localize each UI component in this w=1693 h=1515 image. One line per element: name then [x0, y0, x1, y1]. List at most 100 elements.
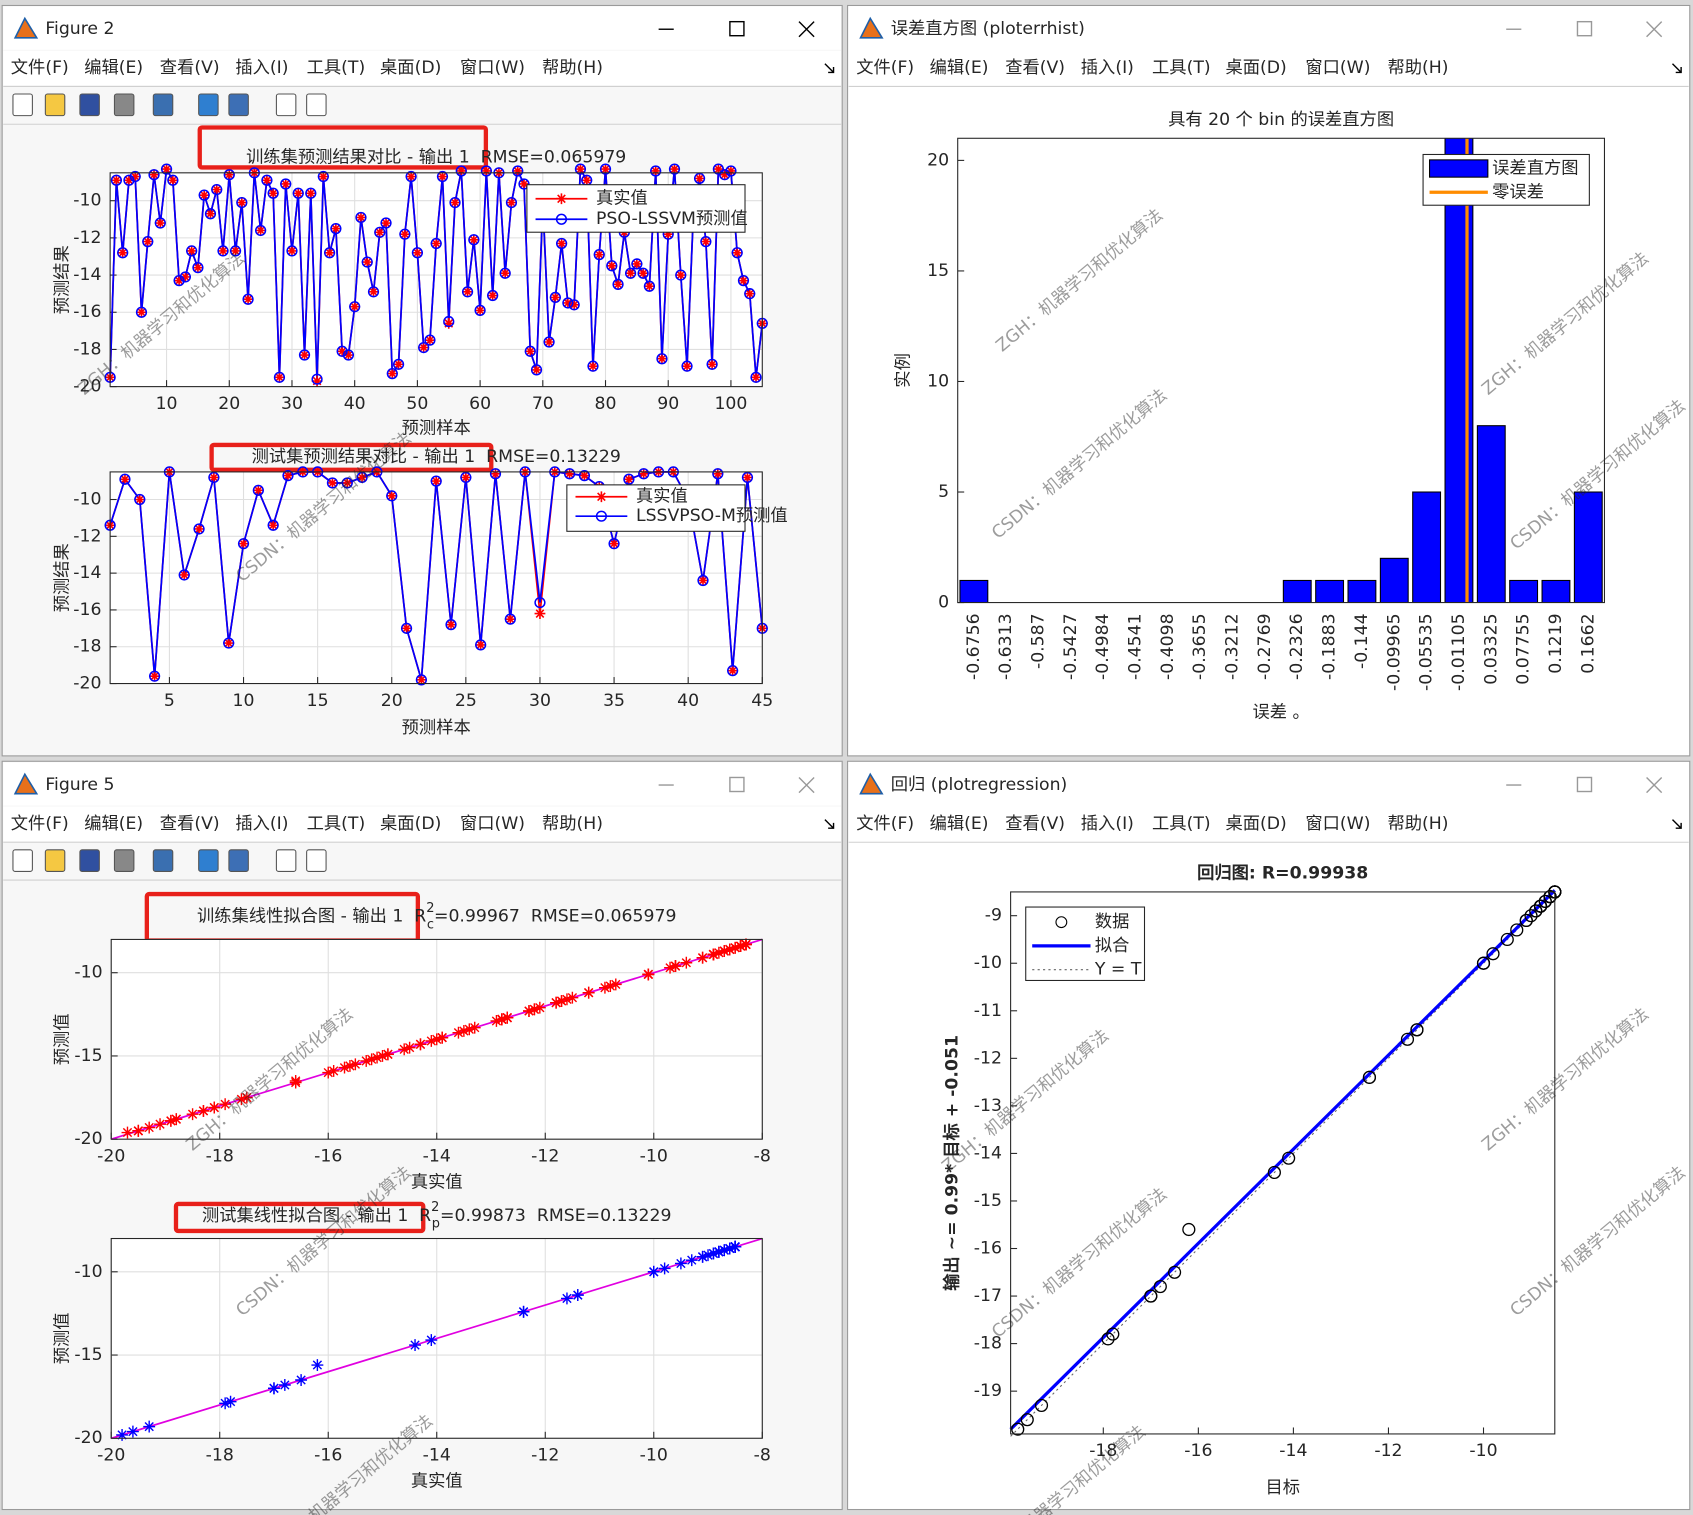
- point-marker: [685, 1254, 698, 1267]
- toolbar-icon[interactable]: [12, 93, 33, 117]
- menu-item[interactable]: 桌面(D): [1225, 58, 1286, 78]
- menu-item[interactable]: 窗口(W): [1305, 58, 1370, 78]
- point-marker: [211, 183, 223, 196]
- menu-item[interactable]: 窗口(W): [460, 814, 525, 834]
- menu-item[interactable]: 插入(I): [1081, 814, 1134, 834]
- toolbar-icon[interactable]: [275, 849, 297, 872]
- data-point: [1519, 913, 1533, 928]
- menu-item[interactable]: 插入(I): [235, 814, 288, 834]
- point-marker: [668, 163, 681, 175]
- menu-item[interactable]: 工具(T): [1152, 814, 1211, 834]
- menu-item[interactable]: 桌面(D): [1225, 814, 1286, 834]
- point-marker: [223, 637, 235, 649]
- point-marker: [561, 1292, 573, 1305]
- menu-item[interactable]: 工具(T): [307, 58, 366, 78]
- point-marker: [411, 247, 424, 259]
- menu-item[interactable]: 工具(T): [307, 814, 366, 834]
- menu-item[interactable]: 编辑(E): [84, 58, 143, 78]
- menu-item[interactable]: 编辑(E): [84, 814, 143, 834]
- maximize-button[interactable]: [729, 776, 745, 793]
- menu-item[interactable]: 文件(F): [11, 814, 69, 834]
- toolbar-icon[interactable]: [198, 849, 219, 872]
- close-button[interactable]: [1646, 21, 1663, 38]
- point-marker: [167, 174, 179, 186]
- toolbar-icon[interactable]: [228, 93, 249, 117]
- toolbar-icon[interactable]: [152, 849, 174, 872]
- menu-item[interactable]: 帮助(H): [1387, 58, 1448, 78]
- point-marker: [517, 1305, 530, 1318]
- menu-item[interactable]: 文件(F): [11, 58, 69, 78]
- menu-item[interactable]: 帮助(H): [542, 58, 603, 78]
- maximize-button[interactable]: [1576, 20, 1593, 37]
- menu-item[interactable]: 桌面(D): [380, 814, 441, 834]
- menu-item[interactable]: 查看(V): [1005, 58, 1065, 78]
- chart-title: 测试集预测结果对比 - 输出 1 RMSE=0.13229: [252, 447, 621, 467]
- point-marker: [355, 212, 367, 223]
- toolbar-icon[interactable]: [79, 93, 100, 117]
- menu-item[interactable]: 帮助(H): [542, 814, 603, 834]
- point-marker: [403, 1041, 416, 1054]
- menu-item[interactable]: 文件(F): [856, 58, 914, 78]
- dock-arrow[interactable]: [1671, 819, 1682, 829]
- dock-arrow[interactable]: [824, 819, 835, 829]
- toolbar-icon[interactable]: [306, 93, 327, 117]
- menu-item[interactable]: 查看(V): [160, 814, 220, 834]
- point-marker: [556, 238, 568, 249]
- menu-item[interactable]: 窗口(W): [1305, 814, 1370, 834]
- close-button[interactable]: [1646, 776, 1663, 794]
- point-marker: [123, 174, 135, 186]
- menu-bar: [3, 806, 842, 842]
- toolbar-icon[interactable]: [12, 849, 33, 872]
- dock-arrow[interactable]: [1671, 63, 1682, 74]
- point-marker: [562, 297, 574, 309]
- menu-item[interactable]: 查看(V): [1005, 814, 1065, 834]
- menu-item[interactable]: 编辑(E): [930, 58, 989, 78]
- point-marker: [179, 271, 191, 283]
- point-marker: [474, 304, 486, 317]
- y-tick-label: -20: [73, 674, 101, 694]
- toolbar-icon[interactable]: [44, 849, 66, 872]
- menu-item[interactable]: 工具(T): [1152, 58, 1211, 78]
- toolbar-icon[interactable]: [79, 849, 100, 872]
- toolbar-icon[interactable]: [44, 93, 66, 117]
- menu-item[interactable]: 窗口(W): [460, 58, 525, 78]
- toolbar-icon[interactable]: [152, 93, 174, 117]
- point-marker: [449, 197, 461, 208]
- menu-item[interactable]: 插入(I): [1081, 58, 1134, 78]
- chart-title: 回归图: R=0.99938: [1197, 863, 1368, 884]
- menu-item[interactable]: 查看(V): [160, 58, 220, 78]
- point-marker: [349, 1058, 362, 1071]
- menu-item[interactable]: 插入(I): [235, 58, 288, 78]
- menu-item[interactable]: 编辑(E): [930, 814, 989, 834]
- point-marker: [740, 938, 752, 951]
- y-tick-label: -18: [73, 637, 101, 657]
- title-bar: [848, 762, 1689, 806]
- toolbar-icon[interactable]: [113, 849, 135, 872]
- x-tick-label: -16: [1184, 1441, 1212, 1461]
- close-button[interactable]: [798, 776, 815, 794]
- menu-item[interactable]: 文件(F): [856, 814, 914, 834]
- point-marker: [400, 622, 413, 634]
- maximize-button[interactable]: [729, 20, 745, 37]
- point-marker: [718, 1244, 731, 1257]
- bar: [1573, 491, 1603, 603]
- point-marker: [192, 262, 204, 274]
- data-point: [1011, 1422, 1025, 1436]
- dock-arrow[interactable]: [824, 63, 835, 74]
- toolbar-icon[interactable]: [306, 849, 327, 872]
- toolbar-icon[interactable]: [228, 849, 249, 872]
- toolbar-icon[interactable]: [113, 93, 135, 117]
- x-tick-label: -12: [531, 1446, 559, 1466]
- y-tick-label: -17: [974, 1286, 1002, 1306]
- data-point: [1538, 894, 1552, 909]
- y-tick-label: -15: [974, 1191, 1002, 1211]
- point-marker: [148, 169, 160, 181]
- toolbar-icon[interactable]: [198, 93, 219, 117]
- toolbar-icon[interactable]: [275, 93, 297, 117]
- highlight-box: [197, 125, 489, 170]
- menu-item[interactable]: 桌面(D): [380, 58, 441, 78]
- menu-item[interactable]: 帮助(H): [1387, 814, 1448, 834]
- close-button[interactable]: [798, 21, 815, 38]
- point-marker: [549, 291, 561, 303]
- maximize-button[interactable]: [1576, 776, 1593, 793]
